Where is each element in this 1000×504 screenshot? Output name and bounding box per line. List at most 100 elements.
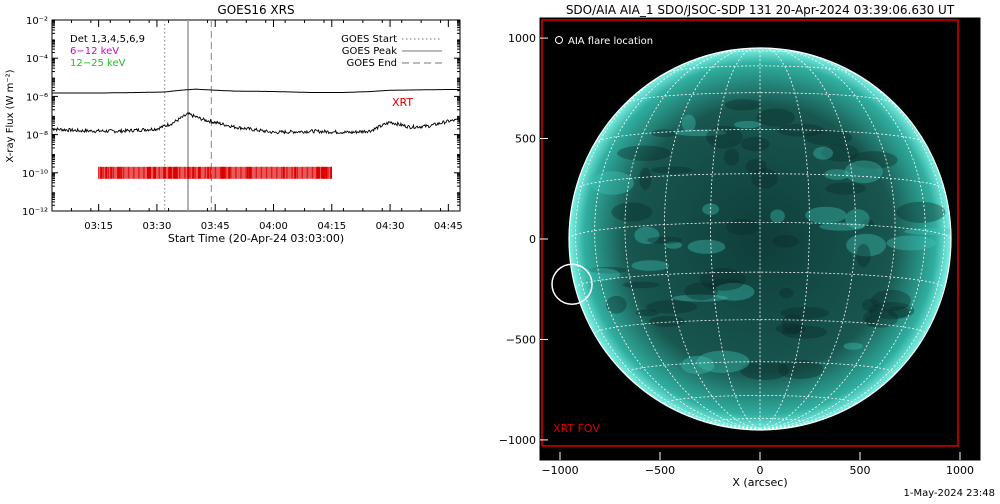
solar-feature: [649, 315, 685, 327]
solar-feature: [886, 235, 936, 251]
solar-feature: [805, 206, 847, 224]
xrt-observation-bars: [98, 166, 333, 179]
xrs-series-line: [52, 111, 460, 135]
y-tick-label: 10⁻¹²: [22, 207, 48, 218]
legend-right-label: GOES Peak: [342, 46, 397, 57]
solar-feature: [813, 146, 834, 160]
solar-feature: [579, 268, 621, 282]
solar-feature: [781, 313, 804, 334]
y-tick-label: 10⁻¹⁰: [22, 169, 48, 180]
solar-feature: [684, 282, 718, 301]
xrs-y-ticks: 10⁻² 10⁻⁴ 10⁻⁶ 10⁻⁸ 10⁻¹⁰ 10⁻¹²: [22, 16, 460, 218]
longitude-line: [575, 59, 761, 430]
longitude-line: [594, 50, 761, 430]
xrs-plot-frame: [51, 19, 461, 212]
y-tick-label: 10⁻⁸: [26, 131, 48, 142]
solar-feature: [779, 287, 794, 299]
aia-y-tick-label: 0: [529, 233, 536, 246]
solar-limb: [568, 47, 952, 431]
solar-feature: [681, 114, 696, 132]
solar-feature: [699, 268, 746, 291]
solar-feature: [687, 239, 726, 254]
solar-feature: [605, 295, 627, 314]
solar-feature: [844, 160, 883, 184]
legend-right-label: GOES Start: [341, 34, 397, 45]
solar-feature: [865, 314, 880, 327]
solar-feature: [665, 241, 683, 249]
xrs-x-ticks: 03:15 03:30 03:45 04:00 04:15 04:30 04:45: [51, 20, 463, 232]
solar-feature: [740, 360, 789, 381]
solar-feature: [723, 148, 740, 166]
aia-y-ticks: −1000 −500 0 500 1000: [499, 32, 548, 447]
solar-feature: [843, 342, 863, 350]
solar-feature: [770, 209, 785, 223]
solar-feature: [781, 325, 827, 339]
xrs-title: GOES16 XRS: [217, 3, 294, 17]
flare-location-circle: [551, 263, 593, 305]
solar-feature: [646, 300, 698, 314]
solar-feature: [631, 260, 670, 271]
legend-left-item: Det 1,3,4,5,6,9: [70, 34, 145, 45]
aia-x-ticks: −1000 −500 0 500 1000: [541, 452, 974, 477]
aia-x-tick-label: −500: [645, 464, 675, 477]
solar-feature: [751, 168, 778, 189]
solar-feature: [824, 169, 850, 180]
aia-y-tick-label: 1000: [508, 32, 536, 45]
flare-legend-label: AIA flare location: [568, 36, 653, 47]
solar-feature: [622, 281, 660, 289]
solar-feature: [639, 167, 652, 190]
longitude-line: [624, 48, 761, 430]
solar-feature: [734, 120, 762, 129]
solar-feature: [635, 309, 659, 317]
solar-feature: [590, 171, 634, 195]
latitude-line: [569, 222, 951, 240]
latitude-line: [710, 418, 810, 423]
solar-feature: [870, 289, 912, 312]
solar-disk: [569, 48, 951, 430]
xrt-fov-box: [541, 19, 959, 447]
x-tick-label: 03:15: [84, 221, 113, 232]
aia-y-tick-label: 500: [515, 133, 536, 146]
x-tick-label: 04:45: [434, 221, 463, 232]
solar-feature: [777, 359, 824, 380]
timestamp: 1-May-2024 23:48: [903, 488, 995, 499]
solar-feature: [771, 234, 799, 248]
aia-y-tick-label: −500: [506, 333, 536, 346]
longitude-line: [759, 48, 856, 430]
xrs-series-line: [52, 88, 460, 94]
solar-feature: [862, 308, 899, 328]
solar-features: [579, 99, 951, 381]
xrt-label: XRT: [392, 96, 413, 109]
y-tick-label: 10⁻⁴: [26, 54, 48, 65]
solar-feature: [589, 266, 627, 274]
solar-feature: [617, 145, 672, 161]
aia-x-tick-label: 0: [757, 464, 764, 477]
legend-left-item: 12−25 keV: [70, 58, 126, 69]
solar-feature: [706, 125, 743, 149]
x-tick-label: 04:30: [376, 221, 405, 232]
longitude-line: [759, 50, 926, 430]
solar-feature: [713, 282, 755, 301]
longitude-line: [759, 48, 896, 430]
aia-image-plot: SDO/AIA AIA_1 SDO/JSOC-SDP 131 20-Apr-20…: [499, 3, 995, 499]
solar-feature: [756, 108, 795, 127]
solar-feature: [634, 226, 660, 245]
solar-feature: [745, 158, 767, 175]
aia-y-tick-label: −1000: [499, 434, 536, 447]
solar-feature: [846, 233, 887, 257]
x-tick-label: 03:45: [201, 221, 230, 232]
longitude-line: [759, 59, 945, 430]
solar-feature: [819, 222, 865, 231]
x-tick-label: 04:15: [317, 221, 346, 232]
solar-feature: [861, 298, 880, 312]
legend-right-label: GOES End: [347, 58, 397, 69]
solar-feature: [681, 355, 715, 375]
solar-feature: [740, 136, 770, 152]
solar-feature: [825, 182, 866, 195]
aia-x-tick-label: 1000: [946, 464, 974, 477]
solar-feature: [887, 306, 910, 318]
